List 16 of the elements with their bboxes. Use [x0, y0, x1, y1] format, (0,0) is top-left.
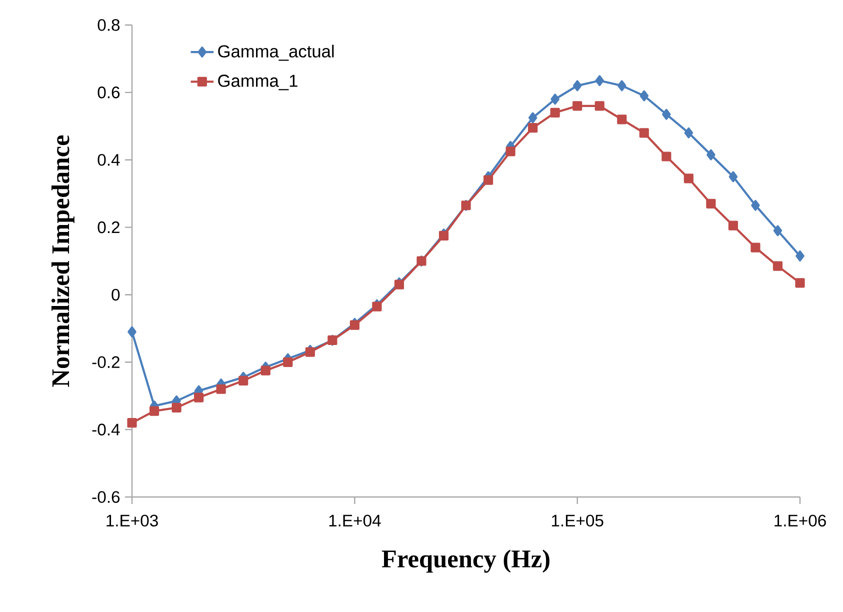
y-tick-label: 0.2: [98, 221, 120, 234]
x-tick-label: 1.E+06: [774, 514, 826, 527]
y-axis-title: Normalized Impedance: [51, 135, 74, 387]
y-tick-label: 0: [112, 288, 120, 301]
legend-label: Gamma_1: [218, 74, 298, 90]
x-tick-label: 1.E+05: [552, 514, 604, 527]
legend-label: Gamma_actual: [218, 44, 334, 61]
y-tick-label: -0.2: [92, 356, 120, 368]
y-tick-label: -0.4: [92, 424, 120, 436]
x-tick-label: 1.E+04: [329, 514, 381, 527]
y-tick-label: 0.4: [98, 154, 120, 166]
y-tick-label: 0.6: [98, 86, 120, 98]
x-tick-label: 1.E+03: [106, 514, 158, 527]
y-tick-label: -0.6: [92, 491, 120, 503]
y-tick-label: 0.8: [98, 19, 120, 31]
x-axis-title: Frequency (Hz): [382, 550, 550, 573]
